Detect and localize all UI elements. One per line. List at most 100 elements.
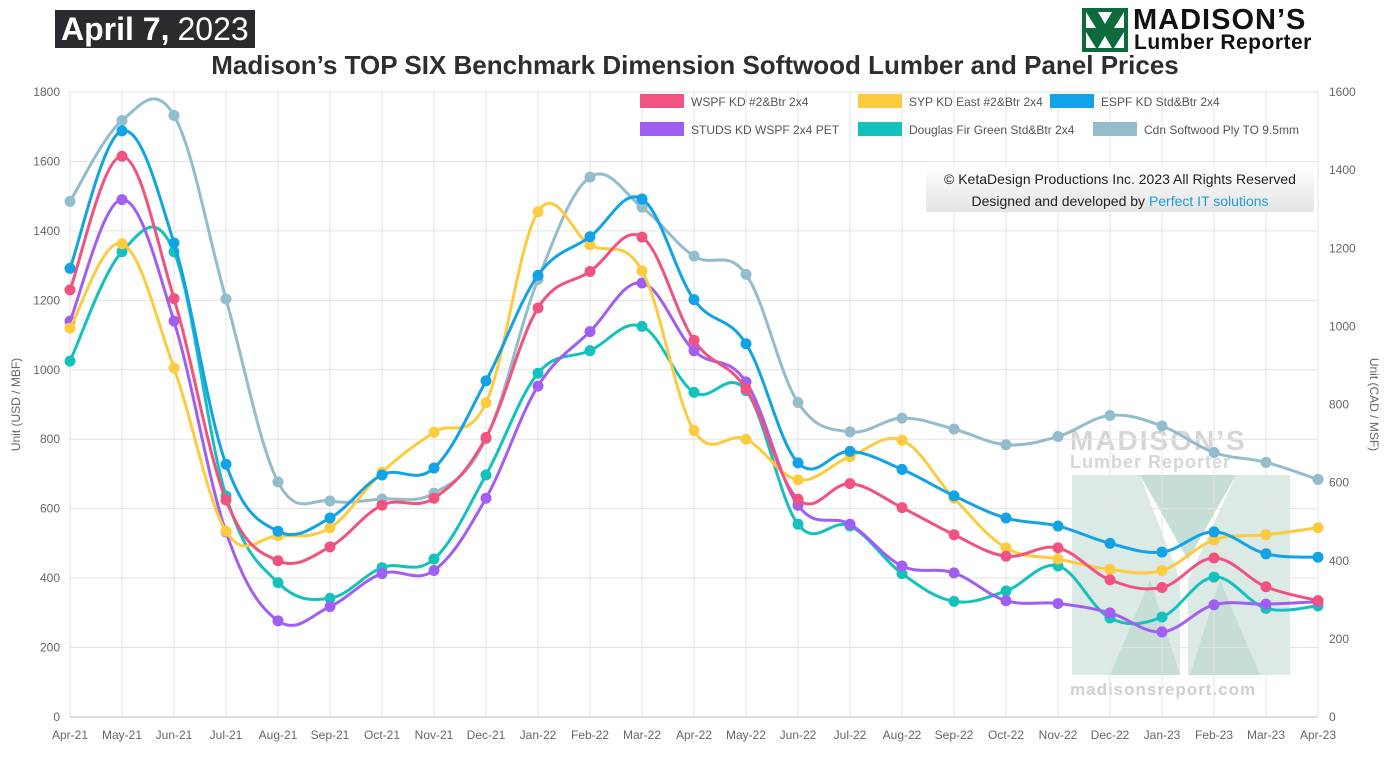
data-point[interactable]: [1208, 552, 1220, 564]
data-point[interactable]: [324, 541, 336, 553]
data-point[interactable]: [376, 499, 388, 511]
data-point[interactable]: [636, 320, 648, 332]
data-point[interactable]: [272, 476, 284, 488]
data-point[interactable]: [948, 490, 960, 502]
data-point[interactable]: [220, 525, 232, 537]
data-point[interactable]: [740, 338, 752, 350]
data-point[interactable]: [636, 201, 648, 213]
data-point[interactable]: [688, 334, 700, 346]
data-point[interactable]: [64, 284, 76, 296]
data-point[interactable]: [1000, 439, 1012, 451]
data-point[interactable]: [1000, 542, 1012, 554]
data-point[interactable]: [532, 269, 544, 281]
data-point[interactable]: [376, 469, 388, 481]
data-point[interactable]: [688, 250, 700, 262]
data-point[interactable]: [584, 231, 596, 243]
data-point[interactable]: [896, 434, 908, 446]
data-point[interactable]: [740, 433, 752, 445]
data-point[interactable]: [532, 206, 544, 218]
data-point[interactable]: [1104, 607, 1116, 619]
legend-item[interactable]: WSPF KD #2&Btr 2x4: [640, 94, 809, 109]
data-point[interactable]: [1156, 581, 1168, 593]
data-point[interactable]: [428, 553, 440, 565]
data-point[interactable]: [1260, 548, 1272, 560]
data-point[interactable]: [64, 355, 76, 367]
data-point[interactable]: [1312, 474, 1324, 485]
data-point[interactable]: [896, 463, 908, 475]
data-point[interactable]: [324, 522, 336, 534]
data-point[interactable]: [428, 462, 440, 474]
data-point[interactable]: [1104, 563, 1116, 575]
data-point[interactable]: [116, 115, 128, 127]
data-point[interactable]: [324, 512, 336, 524]
data-point[interactable]: [740, 383, 752, 395]
data-point[interactable]: [896, 568, 908, 580]
data-point[interactable]: [948, 595, 960, 607]
data-point[interactable]: [1260, 598, 1272, 610]
data-point[interactable]: [64, 262, 76, 274]
data-point[interactable]: [844, 478, 856, 490]
data-point[interactable]: [1000, 512, 1012, 524]
data-point[interactable]: [1208, 526, 1220, 538]
data-point[interactable]: [428, 564, 440, 576]
data-point[interactable]: [1052, 431, 1064, 443]
data-point[interactable]: [688, 386, 700, 398]
data-point[interactable]: [220, 293, 232, 305]
data-point[interactable]: [376, 568, 388, 580]
data-point[interactable]: [116, 238, 128, 250]
data-point[interactable]: [1104, 409, 1116, 421]
data-point[interactable]: [896, 412, 908, 424]
data-point[interactable]: [116, 246, 128, 258]
data-point[interactable]: [948, 529, 960, 541]
data-point[interactable]: [480, 431, 492, 443]
data-point[interactable]: [1312, 522, 1324, 534]
data-point[interactable]: [688, 425, 700, 437]
data-point[interactable]: [1000, 595, 1012, 607]
data-point[interactable]: [740, 268, 752, 280]
legend-item[interactable]: Douglas Fir Green Std&Btr 2x4: [858, 122, 1075, 137]
data-point[interactable]: [844, 445, 856, 457]
data-point[interactable]: [428, 492, 440, 504]
designer-link[interactable]: Perfect IT solutions: [1148, 193, 1269, 209]
data-point[interactable]: [324, 495, 336, 507]
data-point[interactable]: [428, 426, 440, 438]
data-point[interactable]: [1000, 550, 1012, 562]
data-point[interactable]: [1104, 537, 1116, 549]
data-point[interactable]: [1052, 542, 1064, 554]
data-point[interactable]: [64, 322, 76, 334]
data-point[interactable]: [1052, 520, 1064, 532]
data-point[interactable]: [792, 397, 804, 409]
data-point[interactable]: [1208, 599, 1220, 611]
data-point[interactable]: [272, 577, 284, 589]
data-point[interactable]: [584, 345, 596, 357]
data-point[interactable]: [1260, 581, 1272, 593]
data-point[interactable]: [168, 293, 180, 305]
data-point[interactable]: [1208, 571, 1220, 583]
legend-item[interactable]: ESPF KD Std&Btr 2x4: [1050, 94, 1220, 109]
data-point[interactable]: [584, 171, 596, 183]
data-point[interactable]: [324, 592, 336, 604]
data-point[interactable]: [948, 567, 960, 579]
data-point[interactable]: [1312, 595, 1324, 607]
data-point[interactable]: [1312, 551, 1324, 563]
data-point[interactable]: [688, 345, 700, 357]
data-point[interactable]: [1156, 564, 1168, 576]
data-point[interactable]: [636, 277, 648, 289]
data-point[interactable]: [1104, 574, 1116, 586]
data-point[interactable]: [116, 150, 128, 162]
data-point[interactable]: [168, 237, 180, 249]
data-point[interactable]: [636, 193, 648, 205]
data-point[interactable]: [1052, 553, 1064, 565]
data-point[interactable]: [896, 560, 908, 572]
data-point[interactable]: [688, 294, 700, 306]
data-point[interactable]: [584, 239, 596, 251]
data-point[interactable]: [168, 362, 180, 374]
data-point[interactable]: [636, 265, 648, 277]
data-point[interactable]: [480, 469, 492, 481]
data-point[interactable]: [532, 302, 544, 314]
data-point[interactable]: [480, 397, 492, 409]
legend-item[interactable]: SYP KD East #2&Btr 2x4: [858, 94, 1043, 109]
data-point[interactable]: [792, 457, 804, 469]
data-point[interactable]: [64, 195, 76, 207]
data-point[interactable]: [1052, 597, 1064, 609]
